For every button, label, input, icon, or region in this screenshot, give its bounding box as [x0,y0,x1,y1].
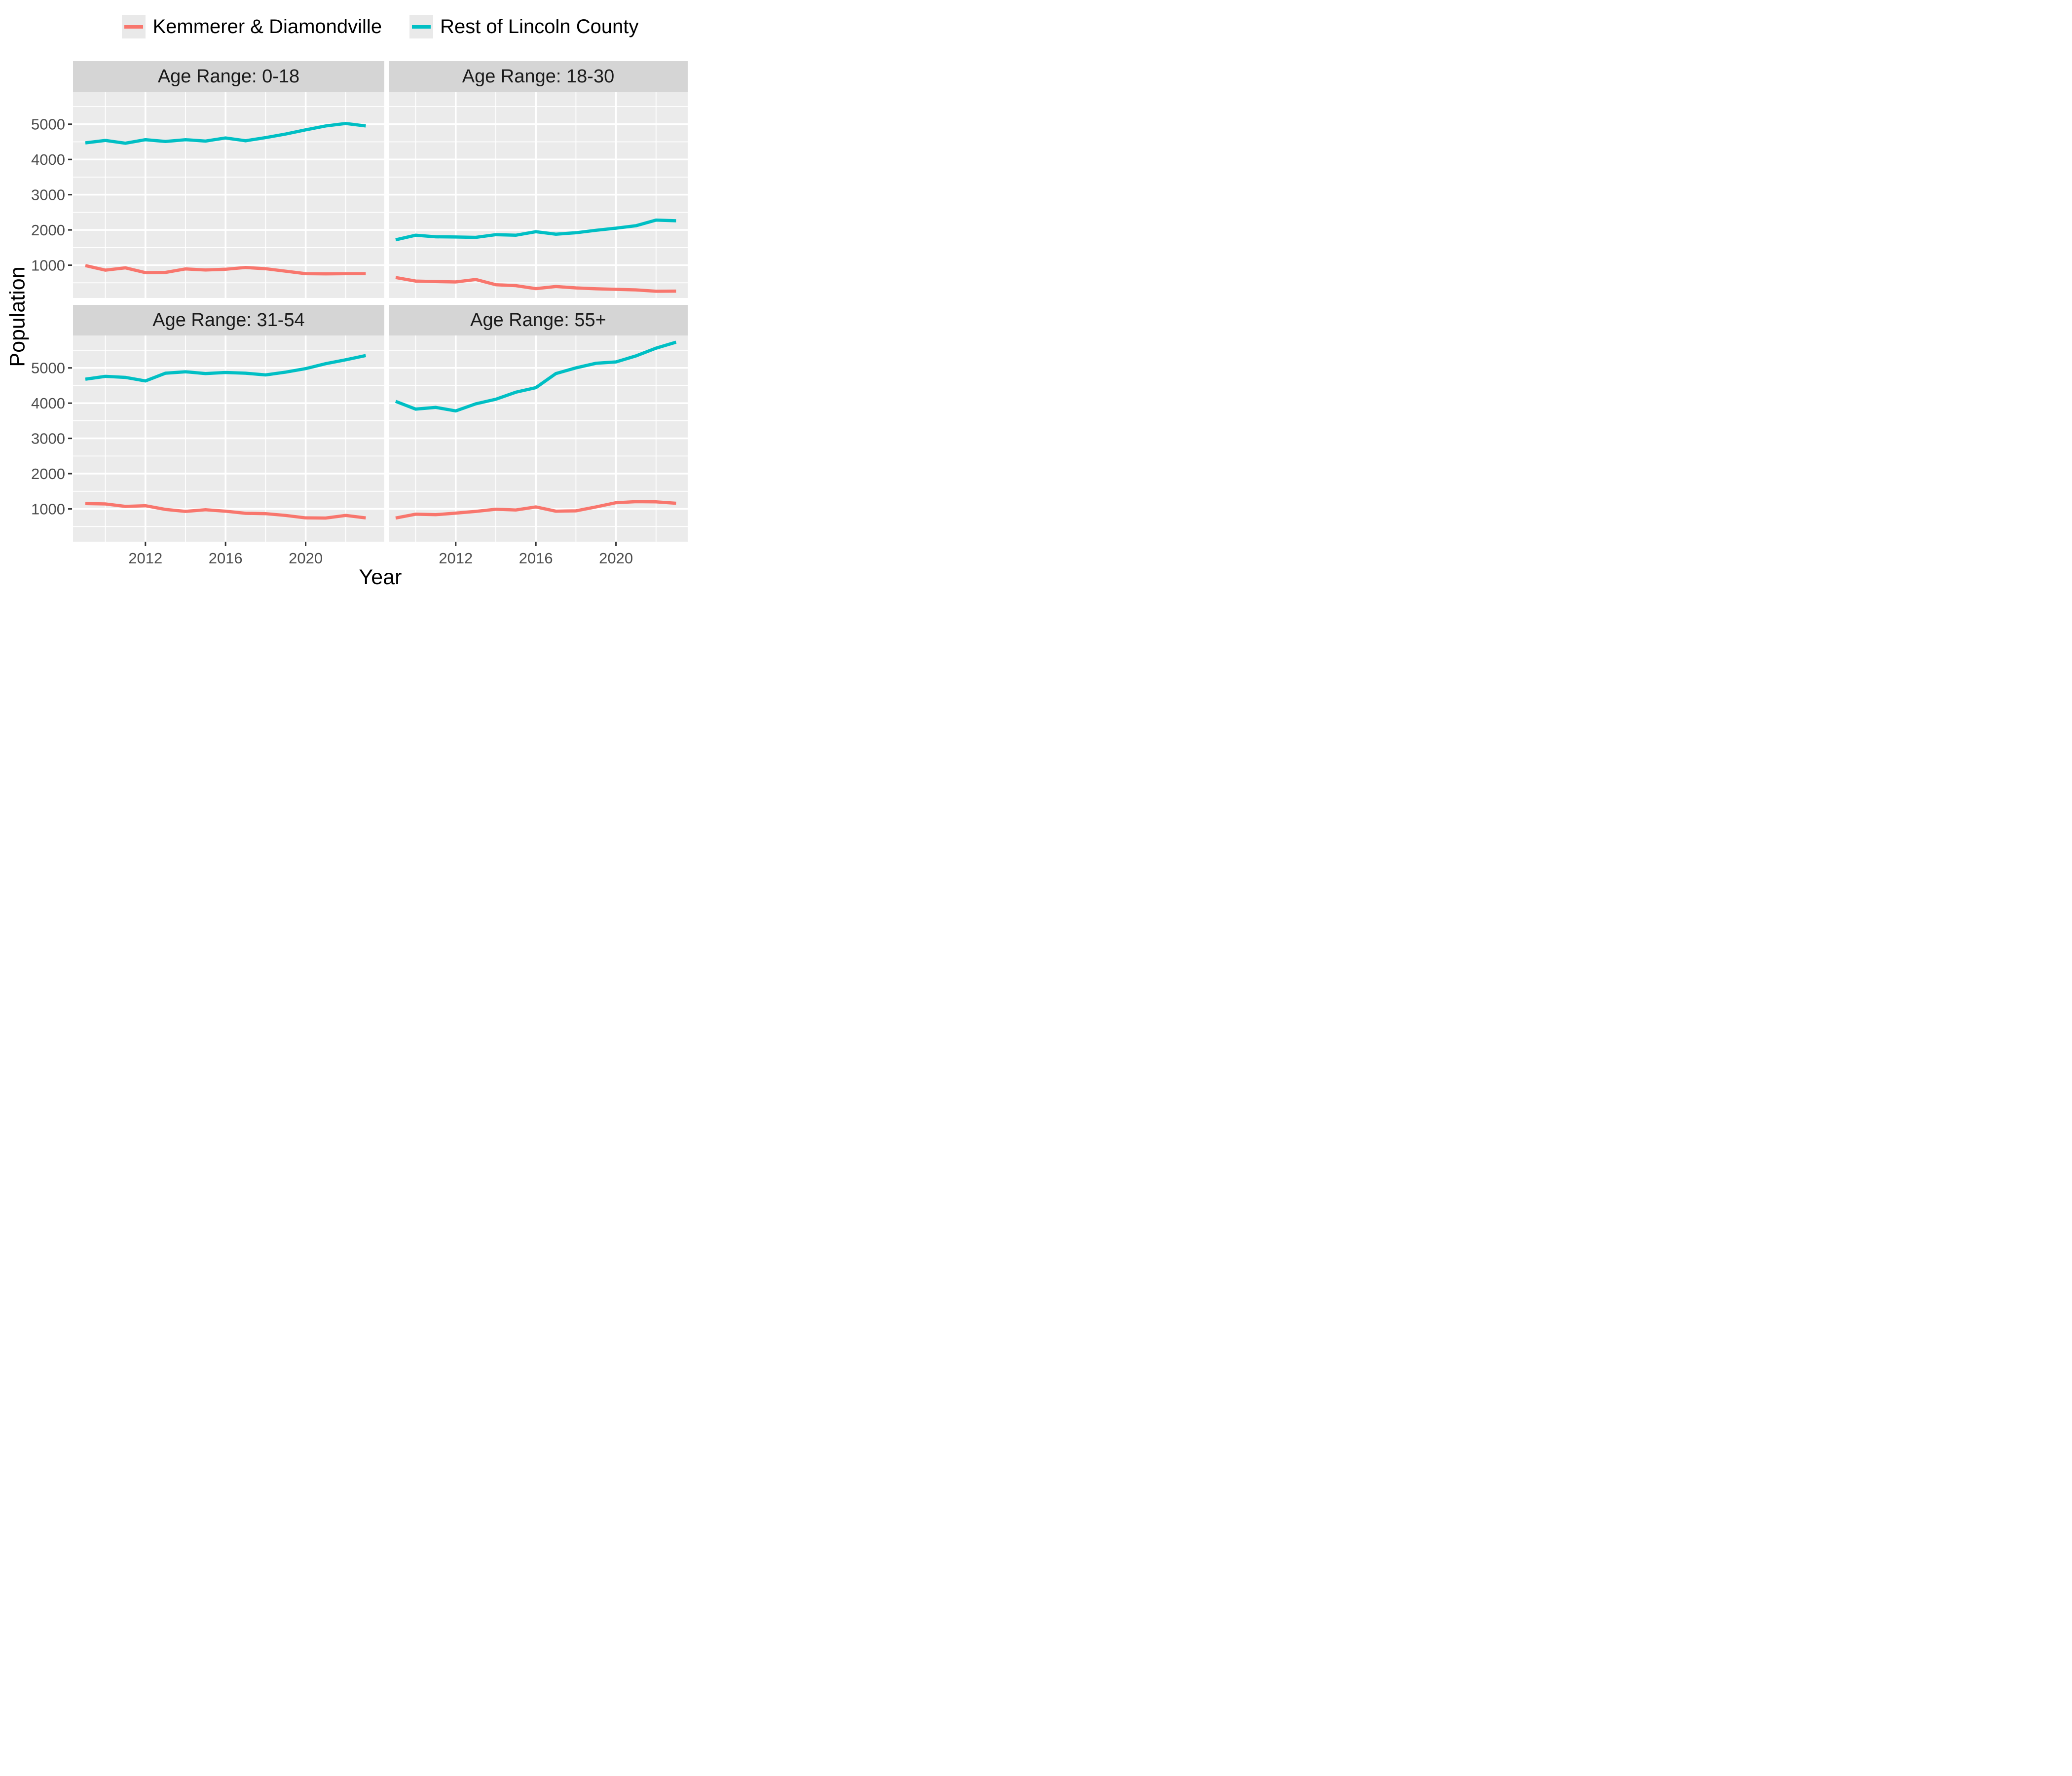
series-line-kemmerer-diamondville [85,264,366,276]
y-tick-label: 2000 [31,222,65,239]
series-line-kemmerer-diamondville [395,276,676,293]
faceted-line-chart-figure: Kemmerer & Diamondville Rest of Lincoln … [0,0,691,592]
x-tick-label: 2016 [209,550,243,567]
y-axis-title: Population [5,266,30,367]
y-tick-label: 3000 [31,430,65,447]
series-line-rest-of-lincoln-county [85,354,367,383]
facet-strip-label: Age Range: 31-54 [152,309,305,331]
x-tick-label: 2012 [128,550,162,567]
y-tick-label: 4000 [31,151,65,168]
facet-strip-label: Age Range: 0-18 [157,66,300,87]
legend-label-kemmerer: Kemmerer & Diamondville [152,16,382,37]
x-tick-label: 2020 [599,550,633,567]
facet-strip-age-31-54: Age Range: 31-54 [73,305,384,335]
series-line-rest-of-lincoln-county [395,340,677,413]
facet-strip-age-18-30: Age Range: 18-30 [389,61,688,92]
legend-label-rest: Rest of Lincoln County [440,16,639,37]
y-tick-label: 2000 [31,465,65,482]
y-tick-label: 3000 [31,186,65,204]
x-tick-label: 2020 [289,550,323,567]
facet-panel-1 [389,92,688,298]
facet-strip-age-0-18: Age Range: 0-18 [73,61,384,92]
x-axis-title: Year [359,565,402,589]
series-line-kemmerer-diamondville [395,500,676,520]
x-tick-label: 2016 [519,550,553,567]
facet-panel-2 [73,335,384,542]
facet-panel-0 [73,92,384,298]
facet-strip-label: Age Range: 55+ [470,309,606,331]
facet-strip-label: Age Range: 18-30 [462,66,615,87]
legend-item-rest-of-lincoln: Rest of Lincoln County [409,15,639,38]
y-tick-label: 1000 [31,501,65,518]
plot-canvas: 1000 2000 3000 4000 5000 1000 2000 3000 4000 5000… [31,92,688,567]
legend-item-kemmerer-diamondville: Kemmerer & Diamondville [122,15,382,38]
legend-key-rest [409,15,434,38]
legend-swatch-kemmerer-icon [124,25,144,29]
facet-strip-age-55-plus: Age Range: 55+ [389,305,688,335]
y-tick-label: 4000 [31,395,65,412]
y-tick-label: 5000 [31,116,65,133]
legend-key-kemmerer [122,15,146,38]
facet-panel-3 [389,335,688,542]
x-tick-label: 2012 [439,550,473,567]
series-line-rest-of-lincoln-county [85,122,366,145]
y-tick-label: 1000 [31,257,65,274]
legend: Kemmerer & Diamondville Rest of Lincoln … [73,15,688,38]
series-line-kemmerer-diamondville [85,502,366,520]
y-tick-label: 5000 [31,360,65,377]
series-line-rest-of-lincoln-county [395,218,676,242]
legend-swatch-rest-icon [412,25,431,29]
